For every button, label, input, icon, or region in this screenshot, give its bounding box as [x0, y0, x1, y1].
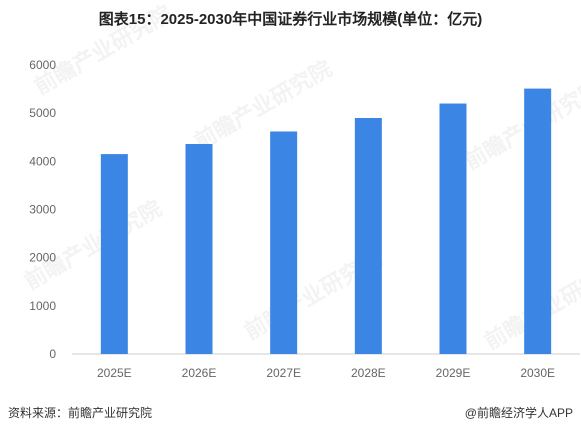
bar-2026E — [185, 143, 213, 354]
bar-2029E — [439, 103, 467, 355]
x-tick-label: 2029E — [436, 366, 471, 380]
chart-title: 图表15：2025-2030年中国证券行业市场规模(单位：亿元) — [98, 11, 483, 28]
bar-2030E — [524, 88, 552, 354]
x-tick-label: 2028E — [351, 366, 386, 380]
y-tick-label: 5000 — [29, 106, 56, 120]
bars — [100, 88, 552, 355]
y-tick-label: 2000 — [29, 251, 56, 265]
watermark-text: 前瞻产业研究院 — [460, 76, 581, 175]
x-tick-label: 2026E — [182, 366, 217, 380]
bar-2028E — [354, 117, 382, 354]
y-tick-label: 1000 — [29, 299, 56, 313]
bar-2025E — [100, 154, 128, 354]
watermark-text: 前瞻产业研究院 — [30, 1, 176, 100]
watermark-text: 前瞻产业研究院 — [190, 56, 336, 155]
bar-2027E — [270, 131, 298, 354]
y-tick-label: 0 — [49, 347, 56, 361]
y-tick-label: 6000 — [29, 58, 56, 72]
x-tick-label: 2030E — [520, 366, 555, 380]
y-tick-label: 4000 — [29, 154, 56, 168]
y-axis-ticks: 0 1000 2000 3000 4000 5000 6000 — [29, 58, 56, 361]
x-tick-label: 2025E — [97, 366, 132, 380]
x-tick-label: 2027E — [266, 366, 301, 380]
source-note: 资料来源：前瞻产业研究院 — [8, 406, 153, 420]
x-axis-ticks: 2025E 2026E 2027E 2028E 2029E 2030E — [97, 366, 555, 380]
credit-note: @前瞻经济学人APP — [464, 406, 573, 420]
y-tick-label: 3000 — [29, 203, 56, 217]
